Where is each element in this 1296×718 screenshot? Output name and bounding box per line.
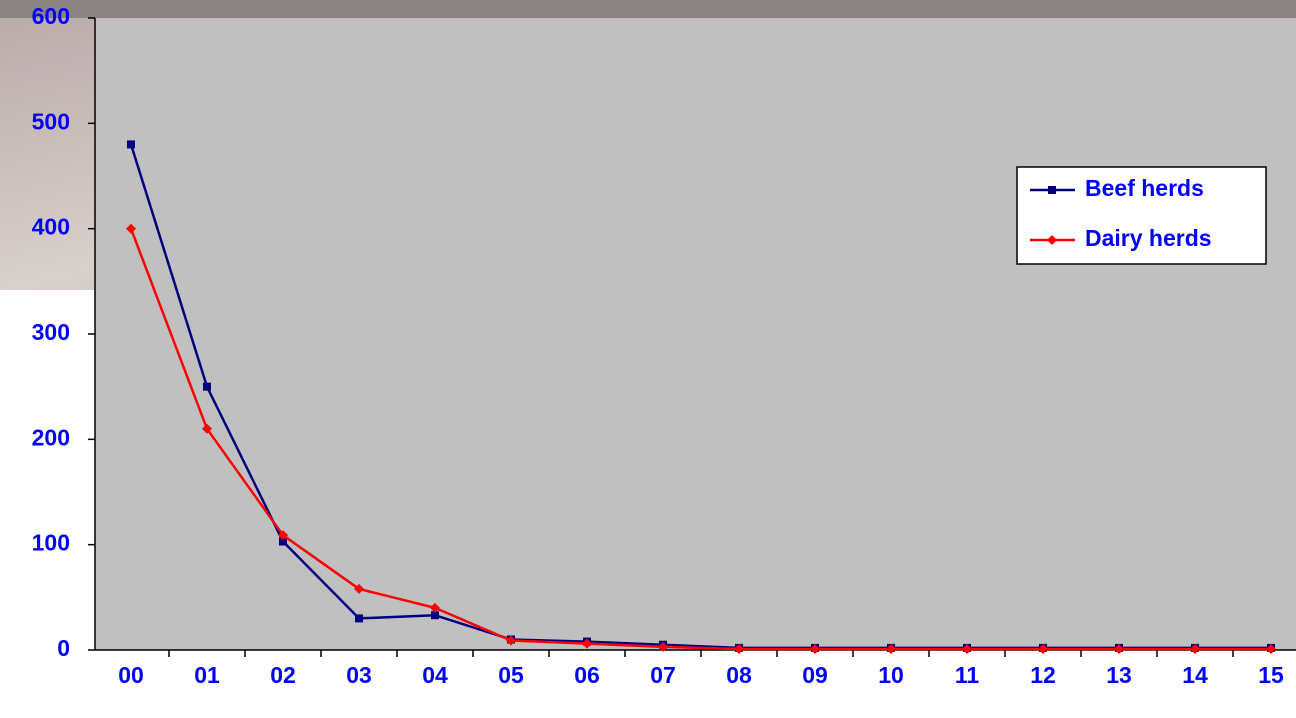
x-tick-label: 09 (802, 662, 828, 688)
data-point (126, 223, 136, 234)
x-tick-label: 04 (422, 662, 448, 688)
plot-area (95, 18, 1296, 650)
legend (1016, 166, 1267, 265)
legend-box (1016, 166, 1267, 265)
y-tick-label: 300 (32, 319, 70, 345)
data-point (127, 140, 135, 149)
legend-label: Beef herds (1085, 175, 1204, 201)
legend-label: Dairy herds (1085, 225, 1212, 251)
data-point (810, 643, 820, 654)
y-tick-label: 600 (32, 3, 70, 29)
y-tick-label: 200 (32, 424, 70, 450)
y-tick-label: 400 (32, 214, 70, 240)
data-point (582, 638, 592, 649)
data-point (279, 537, 287, 546)
x-tick-label: 00 (118, 662, 144, 688)
data-point (354, 583, 364, 594)
x-tick-label: 12 (1030, 662, 1056, 688)
data-point (431, 611, 439, 620)
x-tick-label: 10 (878, 662, 904, 688)
x-tick-label: 01 (194, 662, 220, 688)
data-point (886, 643, 896, 654)
data-point (355, 614, 363, 623)
y-tick-label: 500 (32, 108, 70, 134)
x-tick-label: 14 (1182, 662, 1208, 688)
data-point (962, 643, 972, 654)
data-point (734, 643, 744, 654)
legend-marker (1047, 235, 1057, 245)
data-point (203, 382, 211, 391)
x-tick-label: 11 (955, 662, 980, 688)
x-tick-label: 15 (1258, 662, 1284, 688)
background-photo-top (0, 0, 1296, 18)
x-tick-label: 02 (270, 662, 296, 688)
data-point (506, 635, 516, 646)
y-tick-label: 0 (57, 635, 70, 661)
legend-marker (1048, 186, 1056, 194)
data-point (1190, 643, 1200, 654)
x-tick-label: 05 (498, 662, 524, 688)
data-point (1114, 643, 1124, 654)
data-point (1266, 643, 1276, 654)
x-tick-label: 06 (574, 662, 600, 688)
x-tick-label: 07 (650, 662, 676, 688)
series-line (129, 228, 1271, 651)
x-tick-label: 03 (346, 662, 372, 688)
data-point (658, 641, 668, 652)
data-point (430, 602, 440, 613)
data-point (202, 423, 212, 434)
x-tick-label: 13 (1106, 662, 1132, 688)
data-point (1038, 643, 1048, 654)
x-tick-label: 08 (726, 662, 752, 688)
data-point (278, 530, 288, 541)
y-tick-label: 100 (32, 530, 70, 556)
